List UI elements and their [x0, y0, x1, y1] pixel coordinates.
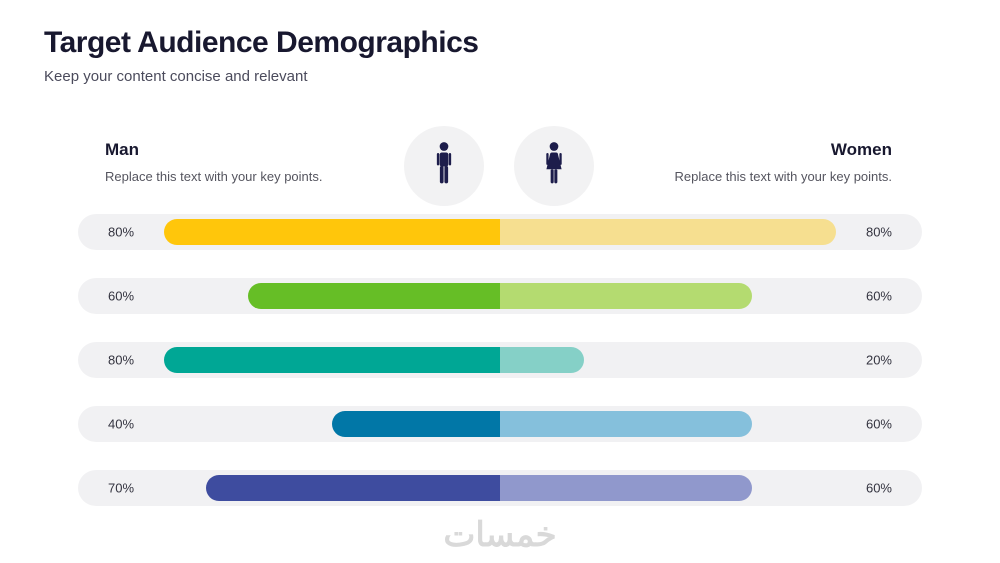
bar-row: 70% 60%	[78, 470, 922, 506]
bar-row: 80% 80%	[78, 214, 922, 250]
man-bar	[164, 347, 500, 373]
right-percentage: 60%	[865, 416, 892, 432]
left-percentage: 80%	[108, 224, 135, 240]
bar-row: 80% 20%	[78, 342, 922, 378]
bar-row: 40% 60%	[78, 406, 922, 442]
man-bar	[206, 475, 500, 501]
left-percentage: 60%	[108, 288, 135, 304]
right-percentage: 20%	[865, 352, 892, 368]
woman-icon	[514, 126, 594, 206]
watermark: خمسات	[443, 516, 557, 554]
left-percentage: 80%	[108, 352, 135, 368]
man-bar	[248, 283, 500, 309]
bar-chart: 80% 80% 60% 60% 80% 20% 40% 60% 70%	[78, 214, 922, 534]
women-bar	[500, 347, 584, 373]
man-heading: Man	[105, 140, 139, 159]
left-percentage: 40%	[108, 416, 135, 432]
women-description: Replace this text with your key points.	[674, 169, 893, 184]
right-percentage: 60%	[865, 480, 892, 496]
man-column-header: Man Replace this text with your key poin…	[105, 140, 405, 184]
man-description: Replace this text with your key points.	[105, 169, 323, 184]
women-bar	[500, 219, 836, 245]
page-title: Target Audience Demographics	[44, 26, 479, 59]
man-icon	[404, 126, 484, 206]
page-subtitle: Keep your content concise and relevant	[44, 68, 308, 85]
women-heading: Women	[830, 140, 892, 159]
women-column-header: Women Replace this text with your key po…	[592, 140, 893, 184]
bar-row: 60% 60%	[78, 278, 922, 314]
right-percentage: 60%	[865, 288, 892, 304]
women-bar	[500, 411, 752, 437]
left-percentage: 70%	[108, 480, 135, 496]
man-bar	[332, 411, 500, 437]
header: Target Audience Demographics Keep your c…	[44, 26, 479, 85]
women-bar	[500, 283, 752, 309]
man-bar	[164, 219, 500, 245]
right-percentage: 80%	[865, 224, 892, 240]
women-bar	[500, 475, 752, 501]
